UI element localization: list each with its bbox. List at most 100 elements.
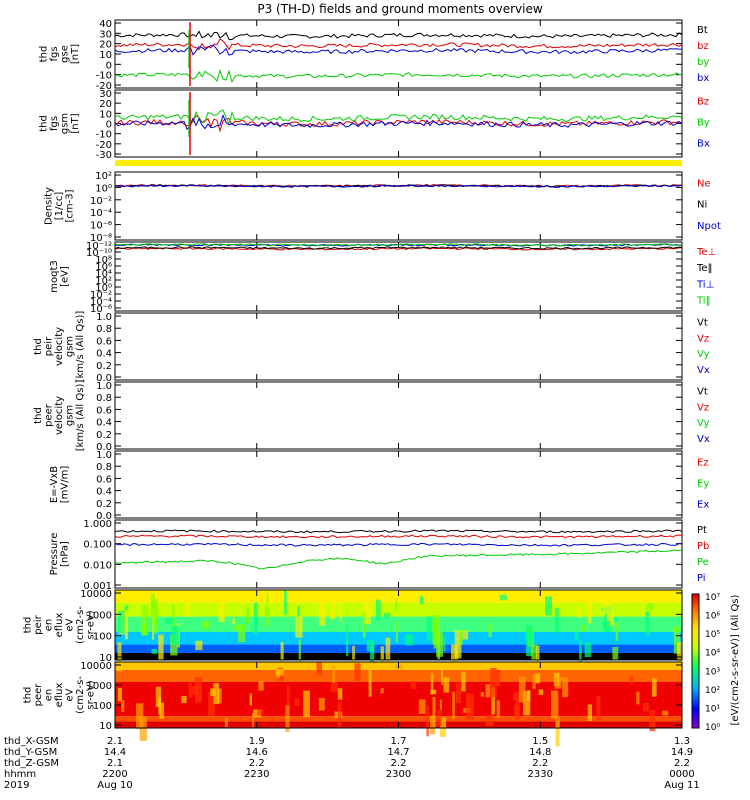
y-axis-label: peer xyxy=(33,683,44,707)
x-axis-value: 14.6 xyxy=(246,747,268,758)
y-axis-label: [km/s (All Qs)] xyxy=(75,380,86,452)
x-axis-value: 1.5 xyxy=(532,736,548,747)
spectrogram-streak xyxy=(363,603,371,625)
x-axis-value: 2300 xyxy=(386,769,411,780)
spectrogram-band xyxy=(115,669,682,682)
panel-pressure: 1.000 0.100 0.010 0.001 Pressure [nPa] Pt Pb Pe P… xyxy=(49,519,710,592)
spectrogram-streak xyxy=(213,682,220,705)
y-tick-label: 1000 xyxy=(87,610,112,621)
temp-frame xyxy=(114,241,683,312)
spectrogram-streak xyxy=(527,690,531,701)
panel-peir-spec: 10000 1000 100 10 thd peir en eflux eV (cm2-s-sr-… xyxy=(23,589,683,676)
y-axis-label: gsm xyxy=(65,405,76,426)
spectrogram-streak xyxy=(354,663,361,681)
spectrogram-streak xyxy=(579,640,582,669)
spectrogram-band xyxy=(115,616,682,632)
spectrogram-streak xyxy=(159,702,165,719)
colorbar xyxy=(691,593,700,729)
y-axis-label: [nT] xyxy=(70,44,81,64)
spectrogram-streak xyxy=(257,709,264,716)
spectrogram-streak xyxy=(480,692,485,697)
y-tick-label: 0.8 xyxy=(96,324,112,335)
spectrogram-streak xyxy=(525,632,533,640)
y-tick-label: 10⁰ xyxy=(95,283,112,294)
spectrogram-streak xyxy=(588,595,592,624)
fgs-frame xyxy=(114,19,683,89)
y-axis-label: thd xyxy=(23,617,34,634)
spectrogram-streak xyxy=(526,625,533,657)
spectrogram-streak xyxy=(636,691,640,705)
y-tick-label: 10⁸ xyxy=(95,255,112,266)
legend-te⊥: Te⊥ xyxy=(696,247,716,258)
spectrogram-streak xyxy=(554,677,562,689)
y-tick-label: 0.2 xyxy=(96,430,112,441)
colorbar-tick-label: 10² xyxy=(705,686,720,696)
y-tick-label: 20 xyxy=(99,99,112,110)
y-tick-label: -30 xyxy=(96,150,112,161)
spectrogram-streak xyxy=(426,616,433,641)
series-line-black xyxy=(114,30,683,41)
x-axis-value: 14.4 xyxy=(104,747,126,758)
spectrogram-streak xyxy=(443,635,446,652)
x-axis-value: 0000 xyxy=(669,769,694,780)
spectrogram-streak xyxy=(419,595,423,604)
legend-vz: Vz xyxy=(697,333,709,344)
y-axis-label: eflux xyxy=(54,613,65,638)
spectrogram-streak xyxy=(330,681,339,693)
spectrogram-streak xyxy=(264,605,269,627)
y-axis-label: [eV] xyxy=(59,266,70,287)
spectrogram-streak xyxy=(339,594,342,621)
legend-te‖: Te‖ xyxy=(696,263,713,274)
spectrogram-streak xyxy=(587,704,592,721)
spectrogram-streak xyxy=(195,640,203,651)
spectrogram-streak xyxy=(584,642,592,658)
x-axis-value: 2330 xyxy=(528,769,553,780)
spectrogram-streak xyxy=(171,625,180,646)
y-axis-label: Density xyxy=(44,187,55,225)
spectrogram-streak xyxy=(496,700,501,718)
spectrogram-streak xyxy=(485,684,491,698)
y-axis-label: sr-eV) xyxy=(86,610,97,639)
x-axis-row-label: hhmm xyxy=(4,769,36,780)
spectrogram-streak xyxy=(232,618,236,624)
spectrogram-streak xyxy=(410,681,416,689)
y-tick-label: 0.2 xyxy=(96,499,112,510)
y-tick-label: 0.0 xyxy=(96,373,112,384)
y-axis-label: [mV/m] xyxy=(59,466,70,504)
spectrogram-streak xyxy=(362,611,366,638)
panel-peir-vel: 1.00.80.6 0.40.20.0 thd peir velocity gsm [km/… xyxy=(33,311,710,384)
series-line-blue xyxy=(114,44,683,56)
y-axis-label: [km/s (All Qs)] xyxy=(75,311,86,383)
spectrogram-streak xyxy=(430,672,434,695)
colorbar-label: [eV/(cm2-s-sr-eV)] (All Qs) xyxy=(730,594,741,725)
yellow-status-bar xyxy=(115,160,682,166)
y-axis-label: [nPa] xyxy=(59,541,70,567)
series-line-blue xyxy=(114,184,683,188)
series-line-green xyxy=(114,109,683,126)
spectrogram-streak xyxy=(303,690,310,718)
legend-by: By xyxy=(697,117,710,128)
series-line-red xyxy=(114,38,683,51)
spectrogram-streak xyxy=(155,686,162,707)
spectrogram-streak xyxy=(513,705,520,716)
spectrogram-streak xyxy=(439,699,442,710)
colorbar-tick-label: 10¹ xyxy=(705,704,720,714)
spectrogram-streak xyxy=(141,605,149,636)
y-tick-label: 10⁰ xyxy=(95,183,112,194)
spectrogram-streak xyxy=(602,620,611,629)
spectrogram-streak xyxy=(485,715,494,727)
spectrogram-streak xyxy=(337,701,342,728)
spectrogram-streak xyxy=(192,685,199,695)
y-tick-label: 10⁻¹⁰ xyxy=(86,248,112,259)
spectrogram-streak xyxy=(396,595,401,602)
y-tick-label: 0.6 xyxy=(96,336,112,347)
spectrogram-streak xyxy=(283,590,287,615)
spectrogram-streak xyxy=(318,697,325,711)
spectrogram-streak xyxy=(266,593,269,603)
spectrogram-streak xyxy=(426,706,429,737)
legend-vy: Vy xyxy=(697,349,710,360)
y-tick-label: 10 xyxy=(99,109,112,120)
